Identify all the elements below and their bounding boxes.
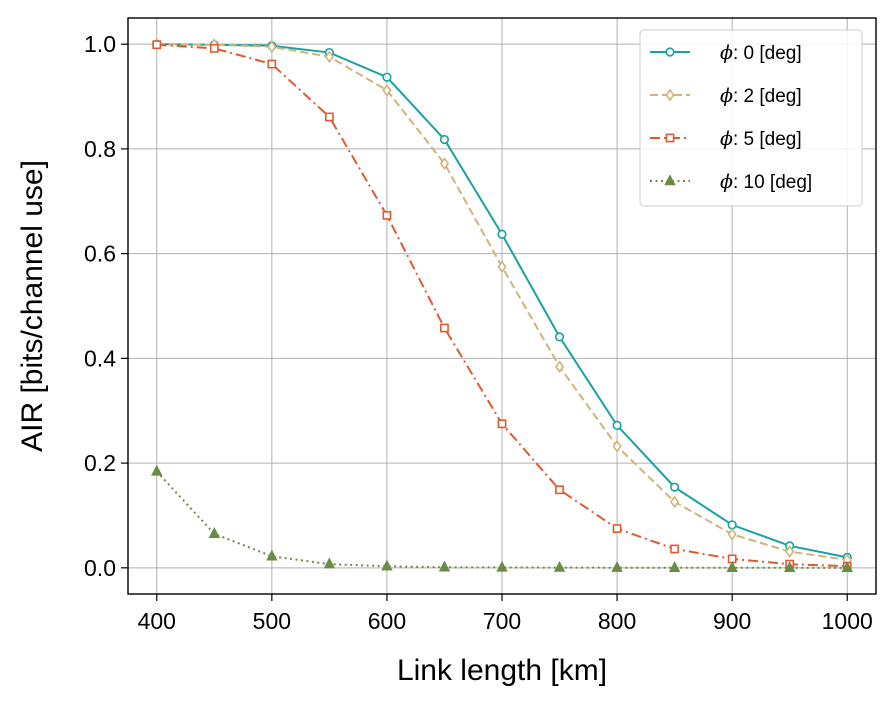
legend-marker-0	[665, 47, 675, 57]
series-1-point-7	[554, 360, 565, 374]
legend-symbol-0: ϕ	[720, 42, 733, 64]
series-3-point-11	[783, 561, 796, 573]
series-1-point-5	[439, 157, 450, 170]
series-3-point-1	[208, 527, 221, 538]
series-2-point-3	[324, 112, 334, 122]
series-3-point-4	[381, 559, 393, 571]
legend-label-2: ϕ: 5 [deg]	[720, 128, 802, 150]
series-3-point-12	[841, 561, 853, 573]
legend-marker-2	[665, 133, 675, 143]
x-tick-label-3: 700	[483, 608, 521, 634]
series-3-point-10	[726, 561, 738, 572]
series-1-point-4	[382, 83, 392, 97]
series-3-point-6	[496, 560, 508, 572]
legend-text-0: : 0 [deg]	[733, 43, 802, 64]
series-1-point-2	[267, 40, 277, 54]
series-2-point-9	[670, 544, 680, 554]
series-2-point-2	[267, 59, 277, 69]
series-1-point-9	[670, 495, 680, 509]
y-tick-label-2: 0.4	[84, 345, 116, 371]
y-tick-label-5: 1.0	[84, 31, 116, 57]
ticks: 400 500 600 700 800 900 1000 0.0 0.2 0.4 0.6 0.8 1.0	[84, 31, 873, 634]
series-3-point-3	[323, 557, 336, 569]
legend-symbol-3: ϕ	[720, 171, 733, 193]
legend-text-2: : 5 [deg]	[733, 129, 802, 150]
legend: ϕ: 0 [deg]ϕ: 2 [deg]ϕ: 5 [deg]ϕ: 10 [deg…	[639, 29, 863, 207]
legend-text-1: : 2 [deg]	[733, 86, 802, 107]
series-1-point-11	[785, 545, 795, 558]
series-1	[152, 37, 852, 567]
y-tick-label-3: 0.6	[84, 241, 116, 267]
legend-box	[639, 29, 863, 207]
series-layer	[151, 37, 853, 573]
y-tick-label-0: 0.0	[84, 555, 116, 581]
series-0-point-9	[670, 482, 680, 492]
legend-label-3: ϕ: 10 [deg]	[720, 171, 812, 193]
legend-symbol-2: ϕ	[720, 128, 733, 150]
series-3	[151, 464, 853, 573]
x-tick-label-6: 1000	[822, 608, 873, 634]
series-0-point-10	[727, 520, 737, 530]
series-3-point-5	[438, 560, 451, 572]
series-2-point-4	[382, 211, 392, 220]
x-tick-label-5: 900	[713, 608, 751, 634]
series-1-point-10	[727, 527, 737, 541]
series-2-point-7	[555, 485, 564, 495]
series-3-point-9	[668, 561, 681, 572]
x-tick-label-4: 800	[598, 608, 636, 634]
series-3-point-2	[266, 549, 278, 561]
legend-symbol-1: ϕ	[720, 85, 733, 107]
series-3-point-7	[553, 560, 566, 572]
legend-label-0: ϕ: 0 [deg]	[720, 42, 802, 64]
legend-label-1: ϕ: 2 [deg]	[720, 85, 802, 107]
series-2-point-0	[152, 40, 162, 50]
x-tick-label-0: 400	[138, 608, 176, 634]
y-tick-label-4: 0.8	[84, 136, 116, 162]
series-1-point-8	[612, 439, 622, 453]
series-1-point-3	[324, 50, 334, 64]
series-2-point-6	[497, 419, 507, 429]
series-2-point-5	[440, 323, 449, 333]
series-1-point-6	[497, 260, 507, 274]
series-0-point-5	[439, 134, 450, 145]
series-2-point-1	[209, 43, 219, 53]
series-3-point-8	[611, 560, 623, 572]
x-tick-label-1: 500	[253, 608, 291, 634]
legend-text-3: : 10 [deg]	[733, 172, 812, 193]
series-0-point-8	[612, 420, 622, 430]
x-tick-label-2: 600	[368, 608, 406, 634]
y-axis-label: AIR [bits/channel use]	[16, 160, 49, 452]
legend-marker-1	[665, 88, 675, 102]
series-2-point-8	[612, 524, 622, 533]
series-0-point-7	[554, 332, 565, 342]
series-0-point-6	[497, 229, 507, 239]
series-3-point-0	[151, 464, 163, 476]
y-tick-label-1: 0.2	[84, 450, 116, 476]
x-axis-label: Link length [km]	[397, 654, 607, 687]
series-0-point-4	[382, 72, 392, 82]
legend-marker-3	[664, 174, 676, 186]
